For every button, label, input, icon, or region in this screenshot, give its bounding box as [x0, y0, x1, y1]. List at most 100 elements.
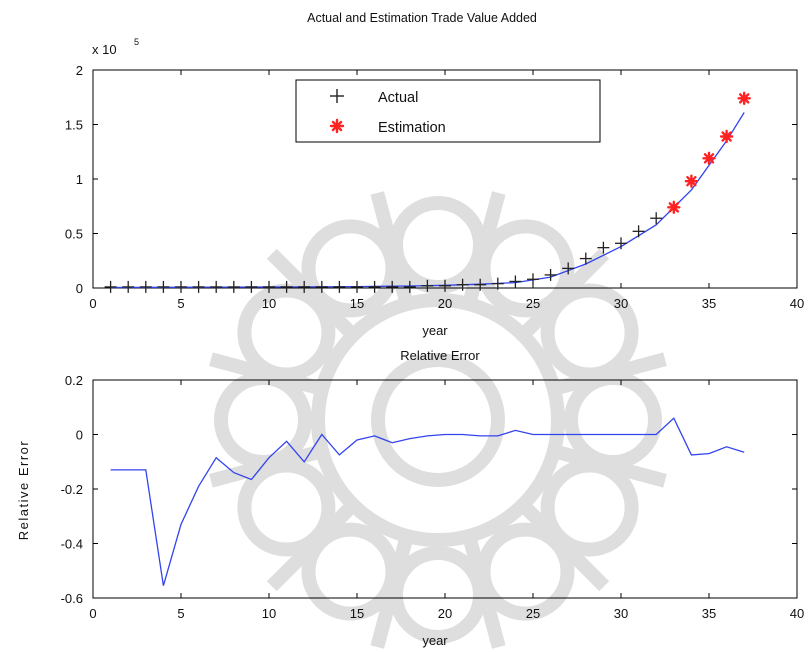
watermark-spike: [462, 191, 506, 306]
actual-point: [175, 280, 187, 293]
top-x-axis-label: year: [422, 323, 448, 338]
top-x-tick-label: 25: [526, 296, 540, 311]
top-x-tick-label: 40: [790, 296, 804, 311]
actual-point: [245, 280, 258, 293]
watermark-spike: [209, 444, 324, 488]
top-x-tick-label: 15: [350, 296, 364, 311]
actual-markers: [104, 212, 663, 293]
watermark-petal: [214, 371, 312, 469]
actual-point: [544, 268, 557, 281]
actual-point: [491, 277, 504, 290]
bottom-chart-title: Relative Error: [400, 348, 480, 363]
actual-point: [157, 280, 170, 293]
bottom-x-tick-label: 15: [350, 606, 364, 621]
relative-error-line-group: [110, 417, 745, 586]
actual-point: [509, 275, 522, 288]
actual-point: [632, 225, 645, 238]
bottom-x-tick-label: 5: [177, 606, 184, 621]
actual-point: [456, 278, 469, 291]
watermark-petal: [476, 522, 575, 621]
top-x-tick-label: 35: [702, 296, 716, 311]
top-x-tick-label: 0: [89, 296, 96, 311]
legend: Actual Estimation: [295, 79, 601, 143]
top-y-tick-label: 1: [76, 172, 83, 187]
watermark-ring-middle: [311, 293, 565, 547]
top-y-tick-label: 2: [76, 63, 83, 78]
legend-marker-actual: [330, 89, 344, 103]
actual-point: [122, 280, 135, 293]
actual-point: [227, 280, 240, 293]
watermark-ring-inner: [371, 353, 505, 487]
watermark-ornament: [209, 191, 667, 649]
top-chart-title: Actual and Estimation Trade Value Added: [307, 11, 537, 25]
actual-point: [298, 280, 311, 293]
bottom-axis-tick-labels: 0 5 10 15 20 25 30 35 40 -0.6 -0.4 -0.2 0 0.2: [61, 373, 805, 621]
top-x-tick-label: 10: [262, 296, 276, 311]
bottom-x-tick-label: 0: [89, 606, 96, 621]
estimation-point: [684, 174, 699, 188]
top-x-tick-label: 20: [438, 296, 452, 311]
actual-point: [368, 280, 381, 293]
actual-point: [333, 280, 346, 293]
bottom-x-tick-label: 20: [438, 606, 452, 621]
actual-point: [421, 279, 434, 292]
watermark-petal: [540, 458, 639, 557]
estimation-point: [719, 129, 734, 144]
actual-point: [280, 280, 293, 293]
actual-point: [315, 280, 328, 293]
top-y-scale-label: x 10: [92, 42, 117, 57]
relative-error-line: [110, 417, 745, 586]
top-x-tick-label: 30: [614, 296, 628, 311]
actual-point: [139, 280, 152, 293]
watermark-spike: [517, 248, 610, 341]
bottom-x-tick-label: 25: [526, 606, 540, 621]
estimation-markers: [667, 91, 751, 215]
bottom-y-tick-label: -0.2: [61, 482, 83, 497]
actual-point: [192, 280, 205, 293]
top-x-tick-label: 5: [177, 296, 184, 311]
top-y-tick-label: 0.5: [65, 227, 83, 242]
top-axis-tick-labels: 0 5 10 15 20 25 30 35 40 0 0.5 1 1.5 2: [65, 63, 804, 311]
bottom-x-tick-label: 10: [262, 606, 276, 621]
watermark-spike: [209, 352, 324, 396]
watermark-petal: [237, 458, 336, 557]
watermark-petal: [301, 522, 400, 621]
actual-point: [615, 237, 627, 250]
actual-point: [562, 262, 575, 275]
actual-point: [650, 212, 663, 225]
watermark-petal: [564, 371, 662, 469]
top-y-scale-exponent: 5: [134, 37, 139, 47]
watermark-petal: [389, 546, 487, 644]
watermark-petal: [389, 196, 487, 294]
watermark-petal: [301, 219, 400, 318]
actual-point: [597, 241, 610, 254]
actual-point: [263, 280, 275, 293]
actual-point: [579, 252, 592, 265]
actual-point: [527, 273, 539, 286]
bottom-y-tick-label: -0.6: [61, 591, 83, 606]
actual-point: [210, 280, 223, 293]
watermark-spike: [552, 444, 667, 488]
actual-point: [386, 280, 399, 293]
actual-point: [439, 279, 451, 292]
legend-label-estimation: Estimation: [378, 120, 446, 136]
legend-box: [295, 79, 601, 143]
top-y-tick-label: 0: [76, 281, 83, 296]
actual-point: [474, 278, 487, 291]
bottom-x-axis-label: year: [422, 633, 448, 648]
bottom-x-tick-label: 30: [614, 606, 628, 621]
legend-label-actual: Actual: [378, 90, 418, 106]
bottom-y-tick-label: 0: [76, 428, 83, 443]
legend-marker-estimation: [329, 118, 345, 134]
watermark-spike: [266, 499, 359, 592]
bottom-y-axis-label: Relative Error: [16, 440, 31, 540]
top-y-scale-note: x 10 5: [92, 37, 139, 57]
watermark-petal: [540, 283, 639, 382]
estimation-point: [702, 151, 716, 165]
watermark-spike: [552, 352, 667, 396]
watermark-spike: [266, 248, 359, 341]
actual-point: [104, 280, 117, 293]
estimation-point: [737, 91, 751, 106]
bottom-y-tick-label: -0.4: [61, 537, 83, 552]
